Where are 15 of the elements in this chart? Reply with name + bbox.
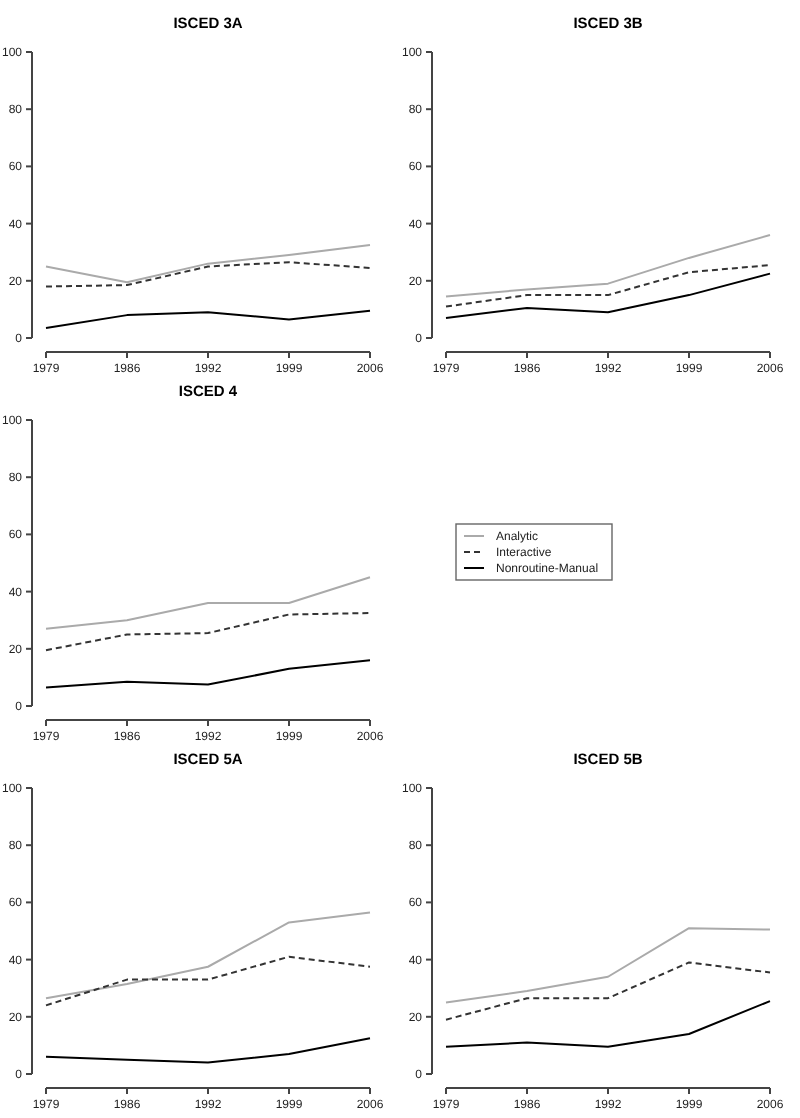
- line-series: [45, 576, 371, 630]
- line-series: [45, 612, 371, 652]
- line-series: [45, 309, 371, 329]
- line-series: [45, 1037, 371, 1064]
- line-series: [45, 955, 371, 1007]
- line-series: [445, 961, 771, 1021]
- line-series: [445, 234, 771, 298]
- line-series: [445, 1000, 771, 1048]
- line-series: [445, 927, 771, 1004]
- line-series: [445, 272, 771, 319]
- line-series: [45, 261, 371, 288]
- line-series: [45, 244, 371, 284]
- line-series: [45, 659, 371, 689]
- line-series: [445, 264, 771, 308]
- line-series: [45, 911, 371, 1000]
